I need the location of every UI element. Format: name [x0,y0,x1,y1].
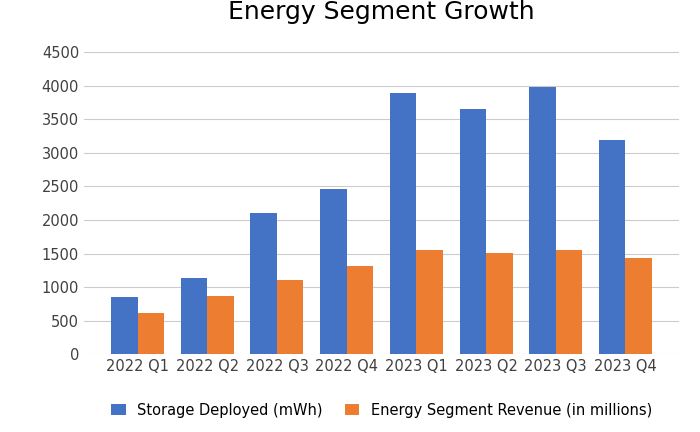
Bar [277,280,303,354]
Bar [460,109,486,354]
Bar [486,253,512,354]
Legend: Storage Deployed (mWh), Energy Segment Revenue (in millions): Storage Deployed (mWh), Energy Segment R… [111,403,652,418]
Bar [390,93,416,354]
Bar [529,87,556,354]
Bar [556,250,582,354]
Bar [251,213,277,354]
Bar [207,296,234,354]
Bar [346,267,373,354]
Title: Energy Segment Growth: Energy Segment Growth [228,0,535,25]
Bar [626,258,652,354]
Bar [137,313,164,354]
Bar [111,297,137,354]
Bar [320,189,346,354]
Bar [416,250,443,354]
Bar [599,140,626,354]
Bar [181,278,207,354]
